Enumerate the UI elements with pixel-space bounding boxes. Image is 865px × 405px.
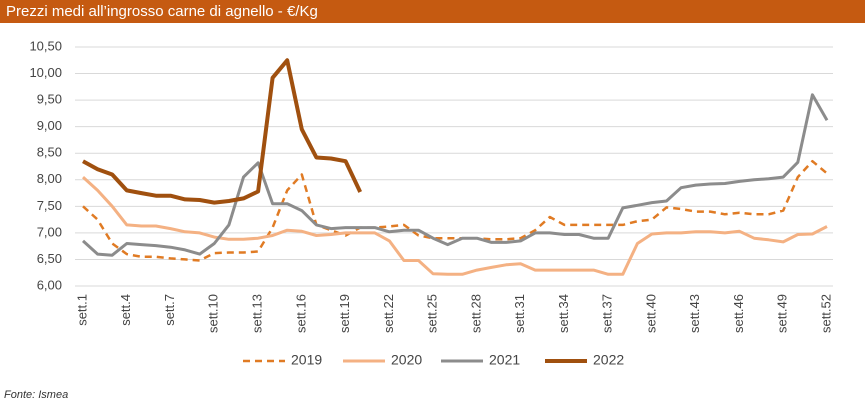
title-bar [0, 0, 865, 23]
legend-label: 2022 [593, 352, 624, 368]
y-tick-label: 8,00 [37, 171, 62, 186]
series-line [82, 58, 363, 205]
y-tick-label: 9,00 [37, 118, 62, 133]
x-tick-label: sett.1 [74, 294, 89, 326]
x-tick-label: sett.52 [818, 294, 833, 333]
y-tick-label: 6,50 [37, 251, 62, 266]
source: Fonte: Ismea [4, 389, 68, 401]
y-tick-label: 8,50 [37, 145, 62, 160]
chart-title: Prezzi medi all’ingrosso carne di agnell… [6, 3, 318, 20]
series-line [81, 93, 829, 257]
series-line [81, 175, 828, 276]
x-tick-label: sett.19 [337, 294, 352, 333]
legend-label: 2019 [291, 352, 322, 368]
x-tick-label: sett.28 [468, 294, 483, 333]
series-line [82, 159, 828, 262]
x-tick-label: sett.31 [512, 294, 527, 333]
x-tick-label: sett.37 [600, 294, 615, 333]
y-tick-label: 6,00 [37, 277, 62, 292]
y-tick-label: 9,50 [37, 92, 62, 107]
y-tick-label: 7,00 [37, 224, 62, 239]
legend-label: 2020 [391, 352, 422, 368]
x-tick-label: sett.43 [687, 294, 702, 333]
x-tick-label: sett.13 [249, 294, 264, 333]
x-tick-label: sett.10 [206, 294, 221, 333]
x-tick-label: sett.46 [731, 294, 746, 333]
x-tick-label: sett.34 [556, 294, 571, 333]
x-tick-label: sett.25 [425, 294, 440, 333]
x-tick-label: sett.22 [381, 294, 396, 333]
y-tick-label: 10,50 [29, 38, 62, 53]
y-tick-label: 7,50 [37, 198, 62, 213]
x-tick-label: sett.40 [643, 294, 658, 333]
legend-label: 2021 [489, 352, 520, 368]
y-tick-label: 10,00 [29, 65, 62, 80]
x-tick-label: sett.16 [293, 294, 308, 333]
x-tick-label: sett.49 [775, 294, 790, 333]
x-tick-label: sett.7 [162, 294, 177, 326]
x-tick-label: sett.4 [118, 294, 133, 326]
